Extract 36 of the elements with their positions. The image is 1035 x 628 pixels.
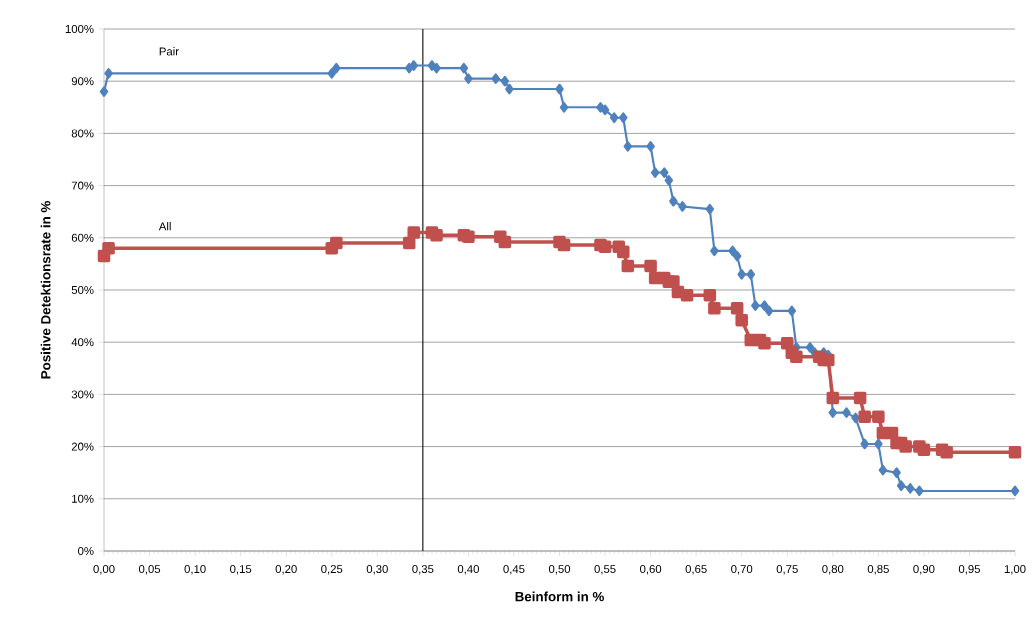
x-tick-label: 0,60 <box>640 565 662 575</box>
x-tick-label: 0,50 <box>548 565 571 575</box>
x-tick-label: 0,75 <box>776 565 798 575</box>
y-tick-label: 60% <box>71 233 94 242</box>
y-tick-label: 90% <box>71 77 94 86</box>
x-tick-label: 0,70 <box>731 565 753 575</box>
x-tick-label: 0,00 <box>93 565 115 575</box>
y-axis-title: Positive Detektionsrate in % <box>40 201 51 379</box>
x-tick-label: 0,30 <box>366 565 388 575</box>
x-tick-label: 0,95 <box>958 565 981 575</box>
x-tick-label: 1,00 <box>1004 565 1026 575</box>
x-tick-label: 0,80 <box>822 565 844 575</box>
x-tick-label: 0,05 <box>138 565 161 575</box>
y-tick-label: 100% <box>65 24 94 33</box>
x-tick-label: 0,10 <box>184 565 206 575</box>
y-tick-label: 40% <box>71 338 94 347</box>
x-tick-label: 0,40 <box>457 565 479 575</box>
series-label: All <box>158 222 171 231</box>
y-tick-label: 20% <box>71 442 94 451</box>
x-tick-label: 0,45 <box>503 565 525 575</box>
x-tick-label: 0,85 <box>867 565 889 575</box>
y-tick-label: 80% <box>71 129 94 138</box>
y-tick-label: 30% <box>71 390 94 399</box>
x-tick-label: 0,15 <box>230 565 252 575</box>
x-tick-label: 0,65 <box>685 565 707 575</box>
y-tick-label: 70% <box>71 181 94 190</box>
x-tick-label: 0,35 <box>412 565 434 575</box>
y-tick-label: 0% <box>78 546 94 555</box>
x-tick-label: 0,25 <box>321 565 343 575</box>
x-axis-title: Beinform in % <box>515 591 604 602</box>
y-tick-label: 50% <box>71 285 94 294</box>
x-tick-label: 0,55 <box>594 565 616 575</box>
series-label: Pair <box>159 47 179 56</box>
y-tick-label: 10% <box>72 494 94 503</box>
x-tick-label: 0,20 <box>275 565 297 575</box>
x-tick-label: 0,90 <box>913 565 935 575</box>
